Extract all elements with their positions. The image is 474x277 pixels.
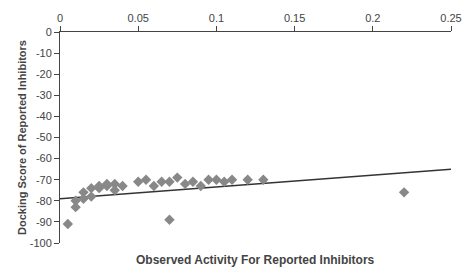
svg-text:-60: -60 bbox=[36, 152, 52, 164]
svg-text:0: 0 bbox=[46, 26, 52, 38]
svg-text:0.1: 0.1 bbox=[209, 12, 224, 24]
svg-text:0.05: 0.05 bbox=[127, 12, 148, 24]
svg-text:0.15: 0.15 bbox=[284, 12, 305, 24]
svg-text:-80: -80 bbox=[36, 195, 52, 207]
svg-text:0.2: 0.2 bbox=[365, 12, 380, 24]
svg-text:0.25: 0.25 bbox=[440, 12, 461, 24]
svg-text:-100: -100 bbox=[30, 237, 52, 249]
svg-text:-40: -40 bbox=[36, 110, 52, 122]
svg-text:-10: -10 bbox=[36, 47, 52, 59]
svg-text:-50: -50 bbox=[36, 131, 52, 143]
svg-text:Docking Score of Reported Inhi: Docking Score of Reported Inhibitors bbox=[16, 40, 28, 235]
svg-text:-90: -90 bbox=[36, 216, 52, 228]
svg-text:-30: -30 bbox=[36, 89, 52, 101]
svg-text:-20: -20 bbox=[36, 68, 52, 80]
svg-text:0: 0 bbox=[57, 12, 63, 24]
svg-text:-70: -70 bbox=[36, 174, 52, 186]
svg-text:Observed Activity For Reported: Observed Activity For Reported Inhibitor… bbox=[136, 253, 375, 267]
